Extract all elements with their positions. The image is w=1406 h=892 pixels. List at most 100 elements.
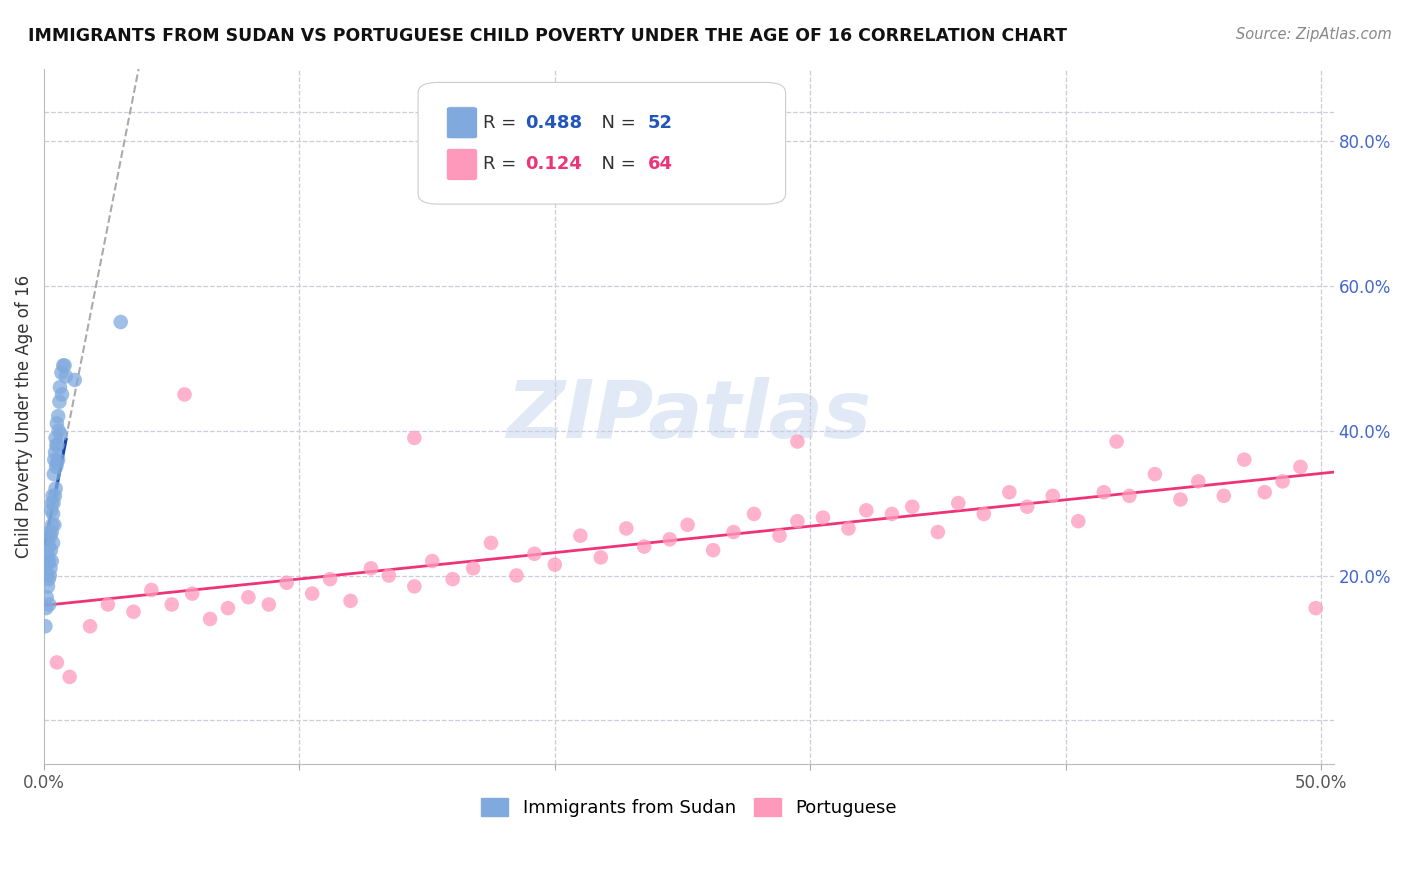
- Point: [404, 431, 426, 445]
- Point: [973, 507, 995, 521]
- Point: [97, 598, 120, 612]
- Point: [948, 496, 970, 510]
- Text: R =: R =: [482, 155, 527, 173]
- Point: [45, 482, 67, 496]
- Point: [723, 524, 745, 539]
- Point: [614, 521, 637, 535]
- Point: [658, 533, 681, 547]
- Point: [257, 598, 280, 612]
- Point: [1212, 489, 1234, 503]
- Point: [59, 670, 82, 684]
- Point: [39, 529, 62, 543]
- Point: [927, 524, 949, 539]
- Point: [901, 500, 924, 514]
- Point: [45, 459, 67, 474]
- Point: [1253, 485, 1275, 500]
- Point: [1092, 485, 1115, 500]
- Point: [404, 579, 426, 593]
- Point: [420, 554, 443, 568]
- Point: [360, 561, 382, 575]
- Point: [41, 554, 63, 568]
- Point: [38, 524, 60, 539]
- Point: [110, 315, 132, 329]
- Point: [37, 554, 59, 568]
- FancyBboxPatch shape: [447, 148, 478, 180]
- Point: [45, 456, 67, 470]
- Point: [1233, 452, 1256, 467]
- Point: [42, 507, 65, 521]
- Point: [160, 598, 183, 612]
- Point: [42, 496, 65, 510]
- Point: [1067, 514, 1090, 528]
- Point: [39, 561, 62, 575]
- Text: N =: N =: [589, 114, 641, 132]
- Text: ZIPatlas: ZIPatlas: [506, 377, 872, 455]
- Point: [319, 572, 342, 586]
- Y-axis label: Child Poverty Under the Age of 16: Child Poverty Under the Age of 16: [15, 275, 32, 558]
- Point: [122, 605, 145, 619]
- Point: [37, 579, 59, 593]
- Point: [79, 619, 101, 633]
- Point: [51, 366, 73, 380]
- Point: [1305, 601, 1327, 615]
- FancyBboxPatch shape: [418, 82, 786, 204]
- Point: [198, 612, 221, 626]
- Point: [461, 561, 484, 575]
- Point: [38, 554, 60, 568]
- Point: [63, 373, 86, 387]
- FancyBboxPatch shape: [447, 107, 478, 139]
- Point: [786, 514, 808, 528]
- Point: [544, 558, 567, 572]
- Point: [1271, 475, 1294, 489]
- Point: [55, 369, 77, 384]
- Text: IMMIGRANTS FROM SUDAN VS PORTUGUESE CHILD POVERTY UNDER THE AGE OF 16 CORRELATIO: IMMIGRANTS FROM SUDAN VS PORTUGUESE CHIL…: [28, 27, 1067, 45]
- Point: [378, 568, 401, 582]
- Point: [51, 387, 73, 401]
- Point: [35, 568, 58, 582]
- Point: [1143, 467, 1166, 482]
- Legend: Immigrants from Sudan, Portuguese: Immigrants from Sudan, Portuguese: [474, 790, 904, 824]
- Point: [633, 540, 655, 554]
- Text: 0.124: 0.124: [524, 155, 582, 173]
- Point: [998, 485, 1021, 500]
- Point: [702, 543, 724, 558]
- Point: [837, 521, 859, 535]
- Point: [37, 533, 59, 547]
- Point: [44, 517, 66, 532]
- Point: [523, 547, 546, 561]
- Point: [39, 503, 62, 517]
- Point: [39, 543, 62, 558]
- Point: [1017, 500, 1039, 514]
- Point: [35, 591, 58, 605]
- Point: [46, 409, 69, 424]
- Point: [41, 496, 63, 510]
- Point: [1170, 492, 1192, 507]
- Point: [52, 359, 75, 373]
- Point: [48, 424, 70, 438]
- Point: [880, 507, 903, 521]
- Point: [339, 594, 361, 608]
- Point: [46, 452, 69, 467]
- Point: [38, 540, 60, 554]
- Point: [1105, 434, 1128, 449]
- Point: [45, 431, 67, 445]
- Point: [786, 434, 808, 449]
- Point: [441, 572, 464, 586]
- Point: [742, 507, 765, 521]
- Point: [811, 510, 834, 524]
- Point: [181, 586, 204, 600]
- Point: [48, 394, 70, 409]
- Point: [46, 438, 69, 452]
- Point: [44, 489, 66, 503]
- Point: [45, 438, 67, 452]
- Point: [45, 656, 67, 670]
- Point: [855, 503, 877, 517]
- Point: [676, 517, 699, 532]
- Point: [37, 547, 59, 561]
- Point: [217, 601, 239, 615]
- Point: [589, 550, 612, 565]
- Text: 64: 64: [648, 155, 672, 173]
- Point: [42, 536, 65, 550]
- Point: [41, 489, 63, 503]
- Point: [42, 467, 65, 482]
